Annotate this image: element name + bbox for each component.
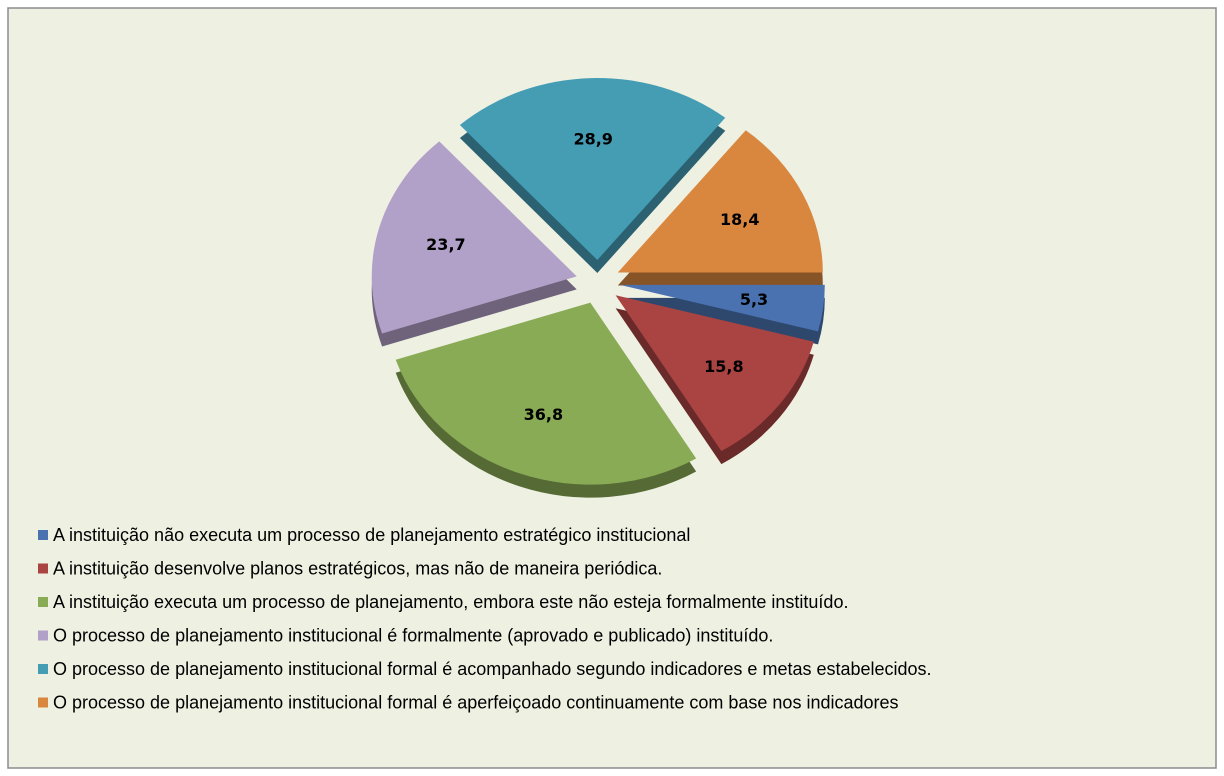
legend-label: A instituição não executa um processo de… <box>53 525 690 545</box>
data-label: 5,3 <box>740 290 768 309</box>
legend-swatch <box>38 630 48 641</box>
legend-label: O processo de planejamento institucional… <box>53 659 932 679</box>
legend-label: O processo de planejamento institucional… <box>53 692 899 712</box>
legend-label: O processo de planejamento institucional… <box>53 625 773 645</box>
slice <box>459 78 726 261</box>
slice <box>395 302 697 485</box>
data-label: 28,9 <box>573 129 612 148</box>
slice <box>371 141 577 334</box>
data-label: 18,4 <box>720 210 759 229</box>
legend-swatch <box>38 697 48 708</box>
slice <box>619 284 825 332</box>
data-label: 15,8 <box>704 357 743 376</box>
legend-swatch <box>38 664 48 674</box>
legend-label: A instituição desenvolve planos estratég… <box>53 558 662 578</box>
data-label: 23,7 <box>426 235 465 254</box>
legend-swatch <box>38 530 48 540</box>
slice <box>615 295 814 452</box>
legend-swatch <box>38 597 48 607</box>
data-label: 36,8 <box>524 405 563 424</box>
slice <box>617 130 823 273</box>
legend-swatch <box>38 563 48 574</box>
legend-label: A instituição executa um processo de pla… <box>53 592 848 612</box>
